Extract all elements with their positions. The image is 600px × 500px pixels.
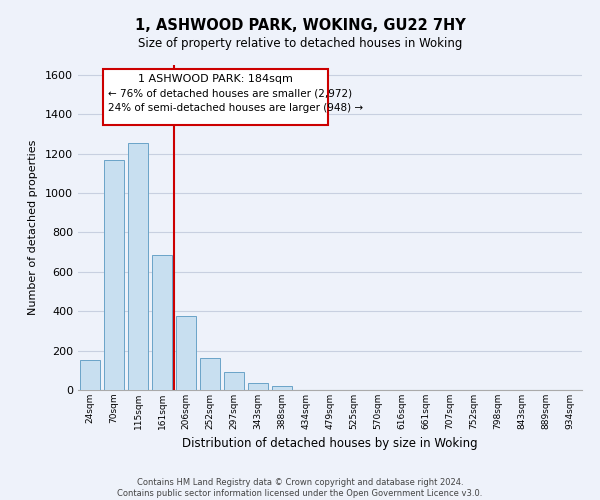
Bar xyxy=(80,360,100,390)
Bar xyxy=(104,160,124,390)
Text: Contains HM Land Registry data © Crown copyright and database right 2024.
Contai: Contains HM Land Registry data © Crown c… xyxy=(118,478,482,498)
Bar xyxy=(176,316,196,390)
Bar xyxy=(128,143,148,390)
Bar xyxy=(152,255,172,390)
Text: 1, ASHWOOD PARK, WOKING, GU22 7HY: 1, ASHWOOD PARK, WOKING, GU22 7HY xyxy=(134,18,466,32)
FancyBboxPatch shape xyxy=(103,69,328,125)
Text: 1 ASHWOOD PARK: 184sqm: 1 ASHWOOD PARK: 184sqm xyxy=(138,74,293,84)
Text: Size of property relative to detached houses in Woking: Size of property relative to detached ho… xyxy=(138,38,462,51)
Bar xyxy=(272,386,292,390)
X-axis label: Distribution of detached houses by size in Woking: Distribution of detached houses by size … xyxy=(182,438,478,450)
Text: ← 76% of detached houses are smaller (2,972): ← 76% of detached houses are smaller (2,… xyxy=(108,88,352,99)
Text: 24% of semi-detached houses are larger (948) →: 24% of semi-detached houses are larger (… xyxy=(108,104,363,114)
Bar xyxy=(248,383,268,390)
Bar xyxy=(200,358,220,390)
Y-axis label: Number of detached properties: Number of detached properties xyxy=(28,140,38,315)
Bar xyxy=(224,372,244,390)
